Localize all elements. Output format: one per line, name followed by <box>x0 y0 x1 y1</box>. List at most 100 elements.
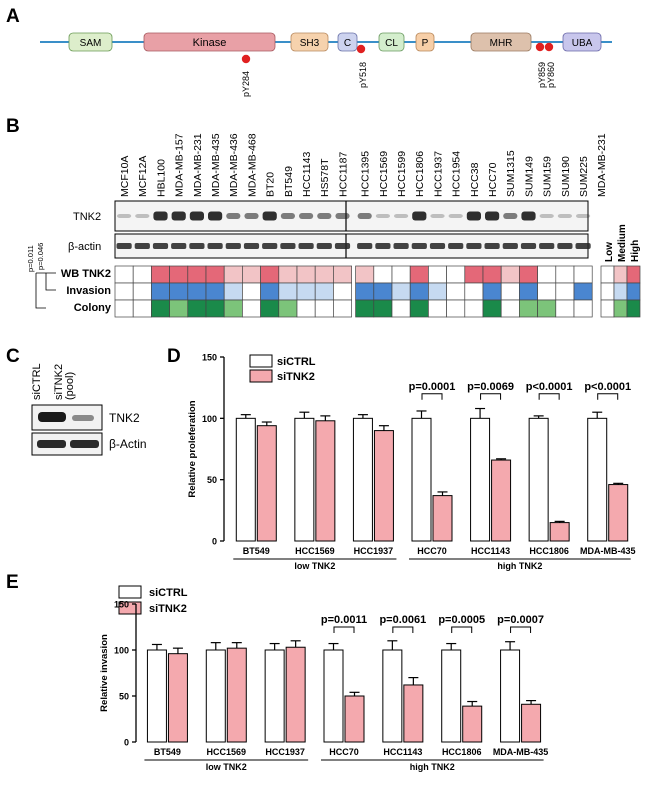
cell-line-name: SUM159 <box>542 156 554 197</box>
colony-cell <box>500 299 520 318</box>
x-tick-label: HCC1937 <box>265 747 305 757</box>
panel-b-level-legend: Low Medium High <box>600 224 641 318</box>
cell-line-name: SUM190 <box>560 156 572 197</box>
invasion-cell <box>333 282 352 301</box>
bar-sitnk2-hcc70 <box>344 695 365 743</box>
cell-line-name: MDA-MB-231 <box>192 133 204 197</box>
cell-line-name: HCC1143 <box>301 152 313 197</box>
domain-uba: UBA <box>562 32 602 52</box>
legend-d-swatch-sitnk2 <box>249 369 273 383</box>
actin-bands <box>116 243 591 249</box>
actin-band <box>520 243 537 249</box>
chart-e: 0 50 100 150 Relative invasion BT549 HCC1569 HC… <box>99 600 548 773</box>
panel-e-legend: siCTRL siTNK2 <box>118 585 188 615</box>
colony-cell <box>409 299 429 318</box>
x-tick-label: HCC70 <box>417 546 447 556</box>
tnk2-band <box>153 211 168 221</box>
p-value-label: p=0.0011 <box>321 614 367 626</box>
actin-band <box>280 243 296 249</box>
actin-band <box>502 243 518 249</box>
domain-label-sh3: SH3 <box>300 38 320 49</box>
colony-cell <box>333 299 352 318</box>
domain-kinase: Kinase <box>143 32 276 52</box>
wb-cell <box>314 265 334 284</box>
bar-sitnk2-mda-mb-435 <box>608 484 629 542</box>
y-tick-label: 50 <box>119 692 129 702</box>
wb-cell <box>278 265 298 284</box>
tnk2-band <box>412 211 427 221</box>
colony-cell <box>242 299 261 318</box>
panel-b-cell-line-names: MCF10A MCF12A HBL100 MDA-MB-157 MDA-MB-231 MD… <box>119 133 608 197</box>
colony-cell <box>114 299 134 318</box>
x-tick-label: HCC70 <box>329 747 359 757</box>
bar-sitnk2-hcc1569 <box>315 420 336 542</box>
row-label-invasion: Invasion <box>66 285 111 297</box>
invasion-cell <box>187 282 207 301</box>
invasion-cell <box>555 282 575 301</box>
row-label-wb: WB TNK2 <box>61 268 111 280</box>
tnk2-band <box>375 214 390 218</box>
invasion-cell <box>391 282 411 301</box>
colony-cell <box>205 299 225 318</box>
invasion-cell <box>355 282 375 301</box>
wb-cell <box>151 265 170 284</box>
wb-cell <box>500 265 520 284</box>
lane-label-sitnk2: siTNK2 (pool) <box>53 361 76 400</box>
wb-cell <box>537 265 557 284</box>
actin-band <box>262 243 278 249</box>
wb-cell <box>428 265 447 284</box>
y-tick-label: 50 <box>207 475 217 485</box>
legend-d-swatch-sictrl <box>249 354 273 368</box>
bar-sictrl-hcc1569 <box>294 417 315 542</box>
tnk2-band <box>135 214 150 218</box>
tnk2-band <box>117 214 132 218</box>
x-tick-label: HCC1806 <box>529 546 569 556</box>
colony-cell <box>132 299 152 318</box>
significance-bracket <box>421 393 443 400</box>
x-tick-label: HCC1143 <box>383 747 422 757</box>
y-tick-label: 0 <box>124 738 129 748</box>
site-pY518-dot <box>356 44 366 54</box>
panel-b-heatmap <box>114 265 593 318</box>
invasion-cell <box>296 282 316 301</box>
colony-cell <box>537 299 557 318</box>
actin-band <box>411 243 427 249</box>
group-label: high TNK2 <box>410 762 455 772</box>
tnk2-band <box>299 213 314 219</box>
c-actin-band-ctrl <box>37 440 66 448</box>
domain-cl: CL <box>378 32 405 52</box>
domain-label-c: C <box>344 38 351 49</box>
bar-sictrl-hcc70 <box>323 649 344 743</box>
invasion-cell <box>464 282 484 301</box>
cell-line-name: BT20 <box>265 172 277 197</box>
actin-band <box>484 243 500 249</box>
site-pY860-dot <box>544 42 554 52</box>
colony-cell <box>555 299 575 318</box>
cell-line-name: MCF10A <box>119 156 131 197</box>
x-tick-label: BT549 <box>154 747 181 757</box>
domain-mhr: MHR <box>470 32 532 52</box>
cell-line-name: SUM225 <box>578 156 590 197</box>
panel-label-b: B <box>6 116 20 137</box>
level-legend-cell <box>600 299 615 318</box>
cell-line-name: HCC1599 <box>396 151 408 197</box>
x-tick-label: MDA-MB-435 <box>493 747 549 757</box>
colony-cell <box>446 299 466 318</box>
domain-label-p: P <box>422 38 429 49</box>
tnk2-band <box>244 213 259 219</box>
cell-line-name: HCC70 <box>487 162 499 197</box>
invasion-cell <box>114 282 134 301</box>
cell-line-name: HS578T <box>319 158 331 197</box>
wb-cell <box>355 265 375 284</box>
invasion-cell <box>446 282 466 301</box>
wb-cell <box>519 265 538 284</box>
actin-band <box>466 243 482 249</box>
tnk2-band <box>430 214 445 218</box>
bar-sitnk2-hcc1806 <box>549 522 570 542</box>
significance-bracket <box>597 393 619 400</box>
y-tick-label: 150 <box>114 600 129 610</box>
level-legend-cell <box>626 282 641 301</box>
wb-cell <box>223 265 243 284</box>
actin-band <box>189 243 205 249</box>
significance-bracket <box>480 393 502 400</box>
